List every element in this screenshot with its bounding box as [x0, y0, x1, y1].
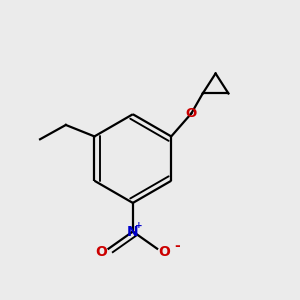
Text: O: O: [186, 107, 197, 120]
Text: O: O: [95, 244, 107, 259]
Text: O: O: [158, 244, 170, 259]
Text: -: -: [174, 239, 180, 253]
Text: +: +: [135, 221, 143, 230]
Text: N: N: [127, 224, 139, 239]
